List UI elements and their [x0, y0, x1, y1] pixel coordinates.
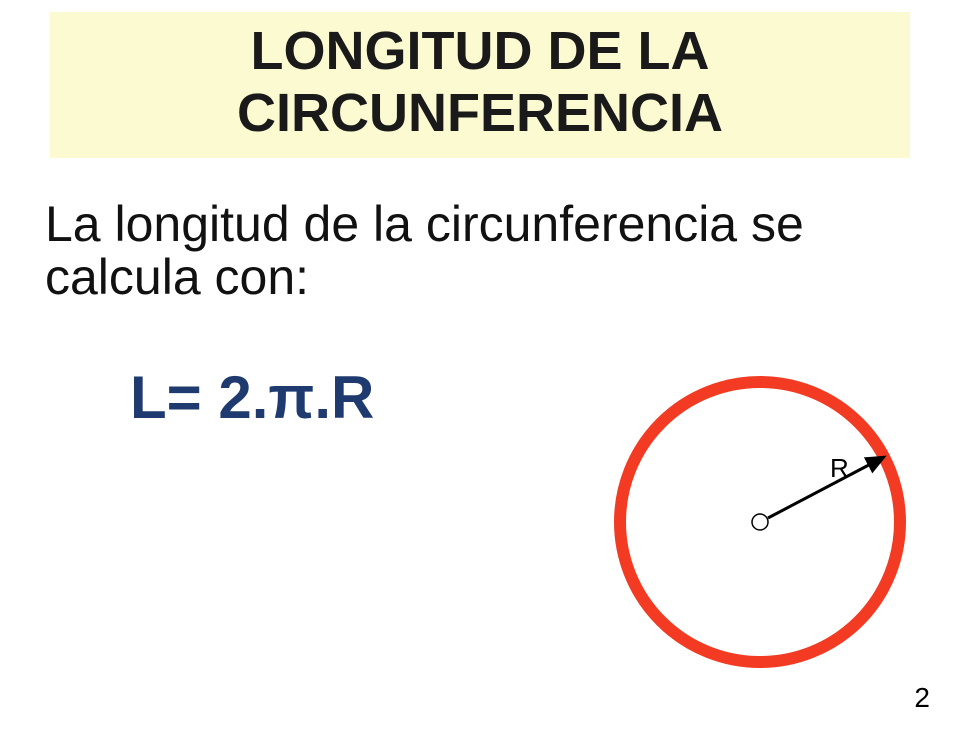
page-number: 2: [914, 682, 930, 714]
radius-label: R: [830, 453, 849, 483]
circle-diagram: R: [600, 362, 920, 682]
body-text: La longitud de la circunferencia se calc…: [45, 198, 915, 303]
title-block: LONGITUD DE LA CIRCUNFERENCIA: [50, 12, 910, 158]
page-title: LONGITUD DE LA CIRCUNFERENCIA: [237, 21, 723, 143]
center-dot-icon: [752, 514, 768, 530]
